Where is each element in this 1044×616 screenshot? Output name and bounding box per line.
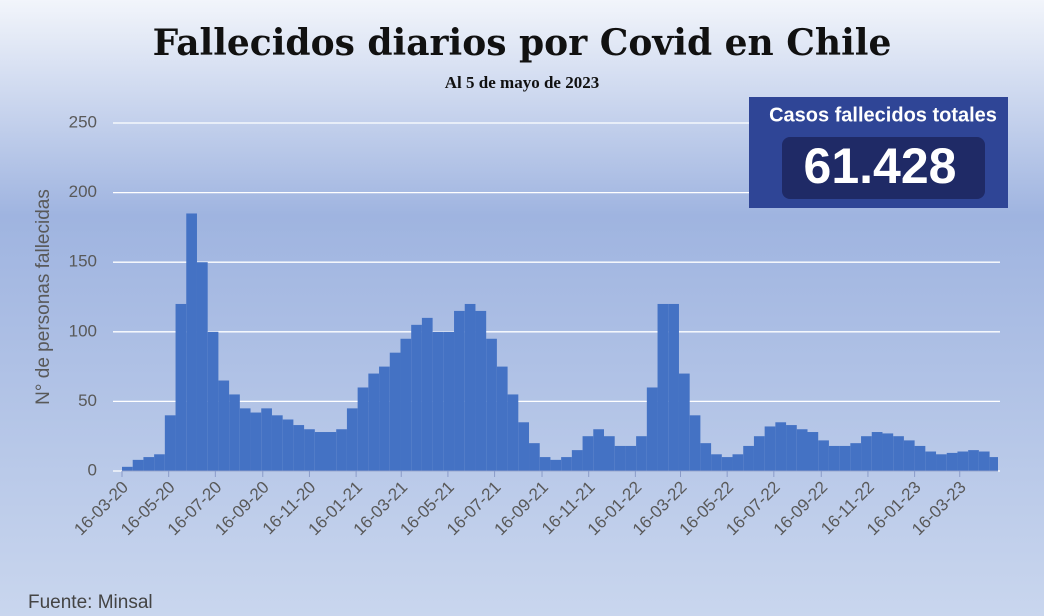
y-axis-label: N° de personas fallecidas (33, 189, 54, 405)
bar (507, 394, 519, 471)
bar (379, 366, 390, 471)
total-value: 61.428 (804, 138, 957, 194)
bar (421, 317, 433, 471)
bar (389, 352, 401, 471)
bar (443, 331, 455, 471)
bar (625, 445, 637, 471)
bar (989, 457, 998, 471)
bar (786, 425, 797, 471)
bar (325, 432, 337, 471)
bar (250, 412, 262, 471)
bar (818, 440, 829, 471)
bar (764, 426, 776, 471)
bar (486, 338, 497, 471)
bar (207, 331, 219, 471)
bar (464, 303, 476, 471)
bar (957, 451, 969, 471)
y-tick-label: 50 (78, 391, 97, 410)
bar (914, 445, 926, 471)
bar (336, 429, 347, 471)
bar (732, 454, 744, 471)
bar (561, 457, 572, 471)
bar (411, 324, 422, 471)
y-tick-label: 100 (69, 321, 97, 340)
bar (689, 415, 701, 471)
bar (882, 433, 894, 471)
bar (668, 303, 679, 471)
bar (582, 436, 594, 471)
bar (186, 213, 197, 472)
bar (603, 436, 615, 471)
bar (903, 440, 915, 471)
bar (796, 429, 808, 471)
y-tick-label: 150 (69, 252, 97, 271)
bar (454, 310, 465, 471)
bar (743, 445, 754, 471)
bar (346, 408, 358, 471)
bar (496, 366, 508, 471)
bar (593, 429, 604, 471)
bar (850, 443, 862, 471)
bar (143, 457, 155, 471)
bar (518, 422, 530, 471)
bar (700, 443, 712, 471)
y-tick-label: 250 (69, 112, 97, 131)
bar (646, 387, 658, 471)
bar (282, 419, 294, 471)
bar (861, 436, 872, 471)
bar (550, 459, 562, 471)
bar (775, 422, 787, 471)
bar (529, 443, 540, 471)
bar (636, 436, 647, 471)
bar (828, 445, 840, 471)
bar (175, 303, 187, 471)
y-tick-label: 0 (88, 460, 97, 479)
bar (368, 373, 380, 471)
bar (132, 459, 144, 471)
chart-subtitle: Al 5 de mayo de 2023 (445, 73, 599, 92)
bar (678, 373, 690, 471)
bar (239, 408, 251, 471)
bar (357, 387, 369, 471)
bar (293, 425, 305, 471)
bar (164, 415, 176, 471)
bar (978, 451, 990, 471)
bar (475, 310, 487, 471)
bar (539, 457, 551, 471)
total-value-box (782, 137, 985, 199)
bar (218, 380, 230, 471)
bar (261, 408, 272, 471)
bar (946, 452, 958, 471)
bar (122, 466, 133, 471)
bar (968, 450, 979, 471)
bar (753, 436, 765, 471)
bar (614, 445, 626, 471)
bar (271, 415, 283, 471)
y-tick-label: 200 (69, 182, 97, 201)
bar (229, 394, 240, 471)
bar (807, 432, 819, 471)
chart-title: Fallecidos diarios por Covid en Chile (153, 22, 892, 64)
bar (711, 454, 722, 471)
bar (196, 262, 208, 471)
total-label: Casos fallecidos totales (769, 104, 997, 126)
bar (571, 450, 583, 471)
bar (893, 436, 904, 471)
bar (839, 445, 851, 471)
bar (871, 432, 883, 471)
bar (314, 432, 326, 471)
bar (721, 457, 733, 471)
source: Fuente: Minsal (28, 592, 153, 613)
bar (400, 338, 412, 471)
bar (154, 454, 165, 471)
bar (925, 451, 937, 471)
bar (657, 303, 669, 471)
bar (936, 454, 947, 471)
bar (304, 429, 315, 471)
bar (432, 331, 444, 471)
